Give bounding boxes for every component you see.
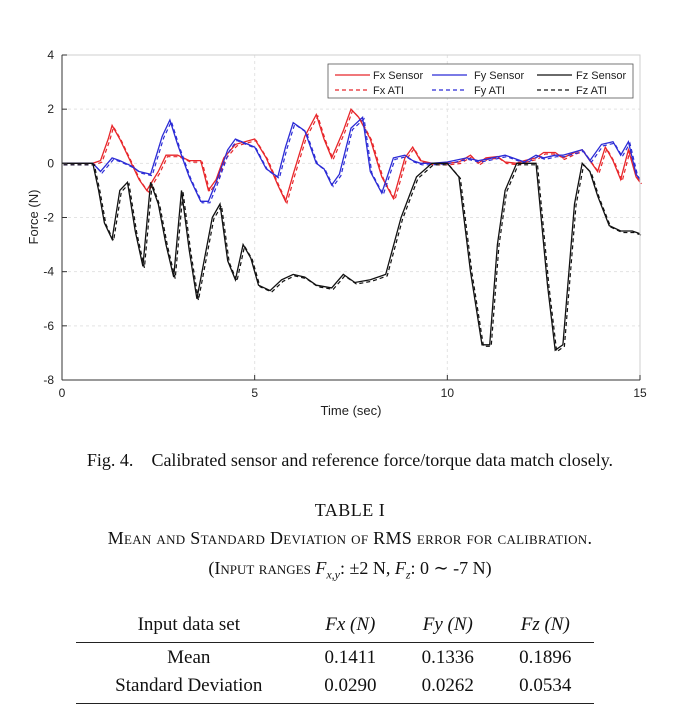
subtitle-fxy-sub: x,y [326, 567, 340, 582]
x-axis-label: Time (sec) [321, 403, 382, 418]
table-row: Standard Deviation 0.0290 0.0262 0.0534 [76, 671, 594, 704]
legend: Fx Sensor Fy Sensor Fz Sensor Fx ATI Fy … [327, 63, 634, 99]
y-tick-label: -2 [43, 211, 54, 225]
legend-label-fy-sensor: Fy Sensor [474, 70, 524, 82]
figure-caption-text: Calibrated sensor and reference force/to… [151, 450, 614, 470]
y-tick-label: -8 [43, 373, 54, 387]
subtitle-mid: : ±2 N, [339, 558, 395, 578]
legend-label-fy-ati: Fy ATI [474, 85, 505, 97]
series-line-fy-ati [63, 117, 642, 204]
header-fy: Fy (N) [399, 612, 497, 643]
table-subtitle-prefix: (Input ranges [208, 558, 316, 578]
x-tick-label: 15 [633, 386, 647, 400]
subtitle-fz-sub: z [405, 567, 411, 582]
cell-fy: 0.0262 [399, 671, 497, 704]
y-tick-label: 4 [47, 48, 54, 62]
cell-fy: 0.1336 [421, 647, 474, 668]
header-fx: Fx (N) [301, 612, 400, 643]
legend-label-fx-sensor: Fx Sensor [373, 70, 423, 82]
header-input-data-set: Input data set [76, 612, 302, 643]
x-tick-label: 10 [441, 386, 455, 400]
cell-fz: 0.0534 [496, 671, 594, 704]
subtitle-fxy: F [315, 558, 327, 578]
table-number: TABLE I [314, 500, 386, 520]
row-label: Standard Deviation [76, 671, 302, 704]
rms-error-table: Input data set Fx (N) Fy (N) Fz (N) Mean… [76, 612, 594, 704]
y-tick-label: -6 [43, 319, 54, 333]
table-title: Mean and Standard Deviation of RMS error… [107, 528, 593, 548]
table-subtitle: (Input ranges Fx,y: ±2 N, Fz: 0 ∼ -7 N) [0, 558, 700, 583]
cell-fz: 0.1896 [519, 647, 572, 668]
table-row: Mean 0.1411 0.1336 0.1896 [76, 643, 594, 672]
y-tick-label: 0 [47, 156, 54, 170]
cell-fx: 0.1411 [324, 647, 377, 668]
subtitle-fz: F [394, 558, 406, 578]
axis-ticks: 0 5 10 15 4 2 0 -2 -4 -6 -8 [43, 48, 647, 400]
series-line-fy-sensor [62, 115, 641, 202]
series-line-fz-ati [63, 163, 642, 353]
series-line-fx-ati [63, 109, 642, 205]
header-fz: Fz (N) [496, 612, 594, 643]
legend-label-fx-ati: Fx ATI [373, 85, 404, 97]
legend-label-fz-sensor: Fz Sensor [576, 70, 626, 82]
y-axis-label: Force (N) [26, 190, 41, 245]
y-tick-label: 2 [47, 102, 54, 116]
cell-fx: 0.0290 [301, 671, 400, 704]
legend-box [327, 63, 634, 99]
figure-caption: Fig. 4. Calibrated sensor and reference … [0, 450, 700, 471]
y-tick-label: -4 [43, 265, 54, 279]
x-tick-label: 0 [59, 386, 66, 400]
series-group [62, 107, 642, 353]
force-chart: 0 5 10 15 4 2 0 -2 -4 -6 -8 Time (sec) Force (N) F… [26, 48, 647, 418]
figure-caption-label: Fig. 4. [86, 450, 134, 470]
legend-label-fz-ati: Fz ATI [576, 85, 607, 97]
table-header-row: Input data set Fx (N) Fy (N) Fz (N) [76, 612, 594, 643]
series-line-fz-sensor [62, 161, 641, 352]
row-label: Mean [167, 647, 211, 668]
subtitle-end: : 0 ∼ -7 N) [410, 558, 492, 578]
x-tick-label: 5 [251, 386, 258, 400]
